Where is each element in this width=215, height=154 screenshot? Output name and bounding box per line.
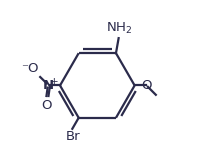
Text: O: O <box>141 79 152 92</box>
Text: N: N <box>43 79 54 92</box>
Text: ⁻O: ⁻O <box>21 62 38 75</box>
Text: Br: Br <box>66 130 80 143</box>
Text: NH$_2$: NH$_2$ <box>106 21 133 36</box>
Text: +: + <box>50 77 59 87</box>
Text: O: O <box>41 99 52 111</box>
